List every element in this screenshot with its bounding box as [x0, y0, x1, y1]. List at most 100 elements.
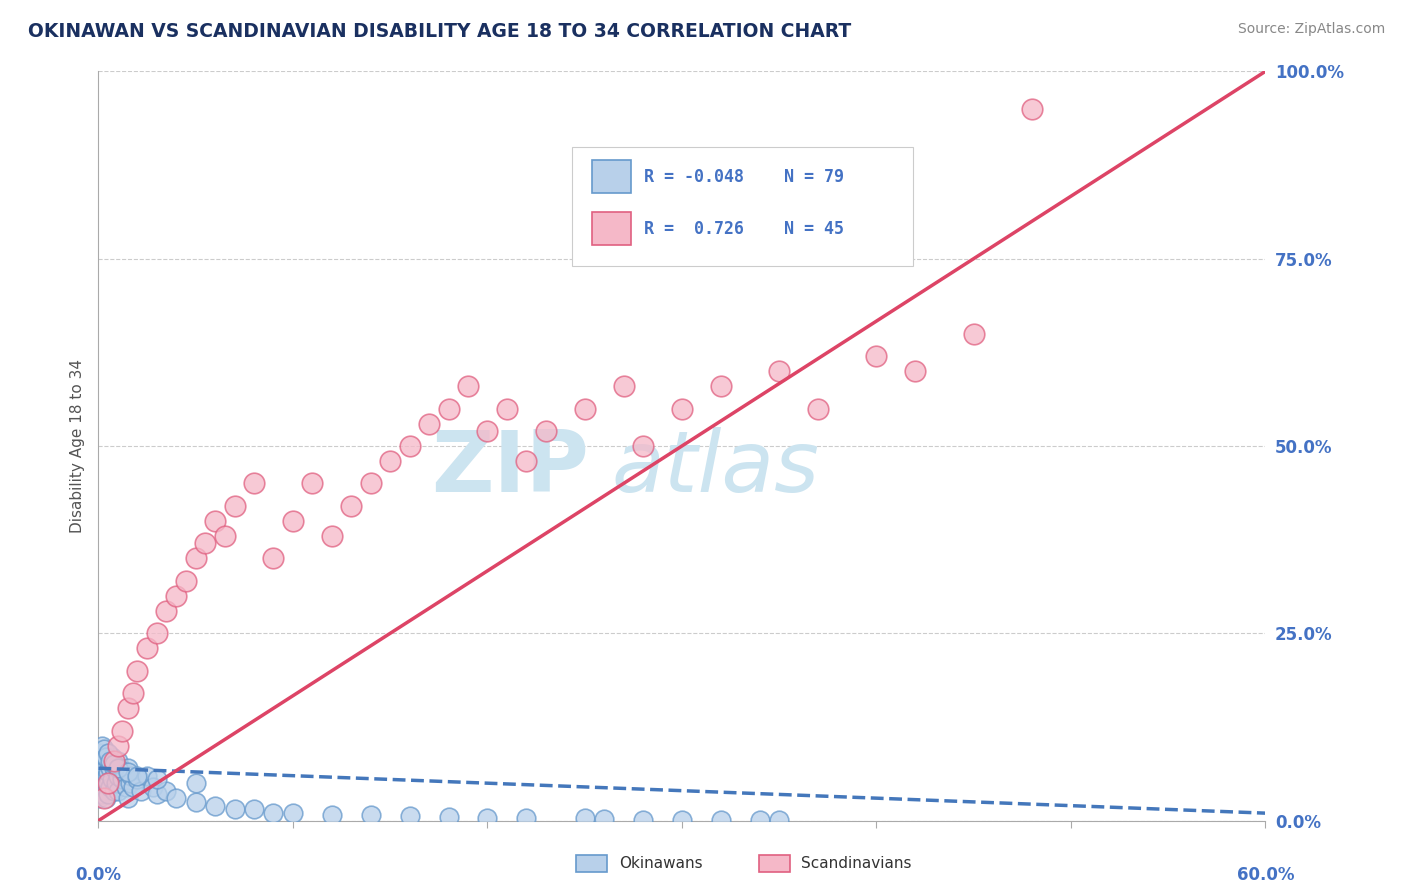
Point [96, 750, 118, 764]
Point [98, 761, 121, 775]
Point [262, 806, 284, 821]
Point [281, 514, 304, 528]
Point [155, 604, 177, 618]
Point [107, 761, 129, 775]
Point [142, 780, 165, 794]
Point [93, 791, 115, 805]
Point [117, 764, 139, 779]
Point [360, 808, 382, 822]
Text: 60.0%: 60.0% [1237, 865, 1294, 884]
Text: R = -0.048    N = 79: R = -0.048 N = 79 [644, 168, 844, 186]
Point [91, 769, 114, 783]
Point [612, 379, 634, 393]
Point [89, 761, 111, 775]
Point [155, 783, 177, 797]
Point [631, 813, 654, 827]
Point [262, 551, 284, 566]
Y-axis label: Disability Age 18 to 34: Disability Age 18 to 34 [69, 359, 84, 533]
Point [477, 811, 499, 825]
Point [89, 746, 111, 760]
Point [146, 772, 169, 787]
Point [224, 499, 246, 513]
Point [114, 780, 136, 794]
Point [214, 529, 236, 543]
Point [93, 742, 115, 756]
Point [515, 811, 537, 825]
Point [122, 686, 145, 700]
Point [89, 769, 111, 783]
Point [91, 739, 114, 753]
Point [865, 349, 887, 363]
Point [107, 783, 129, 797]
Point [398, 439, 420, 453]
Point [631, 439, 654, 453]
Point [122, 780, 145, 794]
Point [184, 776, 207, 790]
Point [593, 812, 616, 826]
Point [174, 574, 197, 588]
Point [574, 401, 596, 416]
Point [243, 476, 266, 491]
Text: R =  0.726    N = 45: R = 0.726 N = 45 [644, 219, 844, 237]
Point [457, 379, 479, 393]
Point [93, 783, 115, 797]
Point [91, 772, 114, 787]
Text: Scandinavians: Scandinavians [801, 856, 912, 871]
Point [91, 788, 114, 802]
Text: OKINAWAN VS SCANDINAVIAN DISABILITY AGE 18 TO 34 CORRELATION CHART: OKINAWAN VS SCANDINAVIAN DISABILITY AGE … [28, 22, 852, 41]
Point [574, 811, 596, 825]
Point [96, 791, 118, 805]
Point [97, 754, 120, 768]
Point [184, 795, 207, 809]
Point [107, 769, 129, 783]
Point [1021, 102, 1043, 116]
Point [281, 806, 304, 821]
Point [321, 529, 343, 543]
Point [111, 723, 134, 738]
Point [807, 401, 830, 416]
Point [93, 769, 115, 783]
Point [748, 813, 770, 827]
Point [104, 776, 127, 790]
Point [107, 739, 129, 753]
Point [165, 589, 187, 603]
Point [89, 791, 111, 805]
Point [136, 769, 159, 783]
Point [418, 417, 440, 431]
Point [111, 772, 134, 787]
Point [98, 754, 121, 768]
Point [360, 476, 382, 491]
Point [101, 772, 124, 787]
Point [184, 551, 207, 566]
Point [146, 626, 169, 640]
Point [127, 664, 149, 678]
Point [496, 401, 519, 416]
Point [101, 750, 124, 764]
Point [129, 783, 152, 797]
Point [671, 401, 693, 416]
Point [97, 776, 120, 790]
Point [127, 772, 149, 787]
Point [97, 788, 120, 802]
Point [224, 802, 246, 816]
Point [380, 454, 402, 468]
Point [103, 757, 125, 772]
Point [96, 769, 118, 783]
Point [477, 424, 499, 438]
Text: Okinawans: Okinawans [619, 856, 702, 871]
Point [340, 499, 363, 513]
Point [89, 776, 111, 790]
Point [398, 809, 420, 823]
Point [768, 364, 790, 378]
Text: ZIP: ZIP [430, 427, 589, 510]
Point [768, 813, 790, 827]
Point [204, 514, 226, 528]
Point [89, 754, 111, 768]
Point [146, 788, 169, 802]
Point [91, 757, 114, 772]
Point [97, 764, 120, 779]
Point [243, 802, 266, 816]
Text: 0.0%: 0.0% [76, 865, 121, 884]
Point [962, 326, 984, 341]
Point [710, 379, 733, 393]
